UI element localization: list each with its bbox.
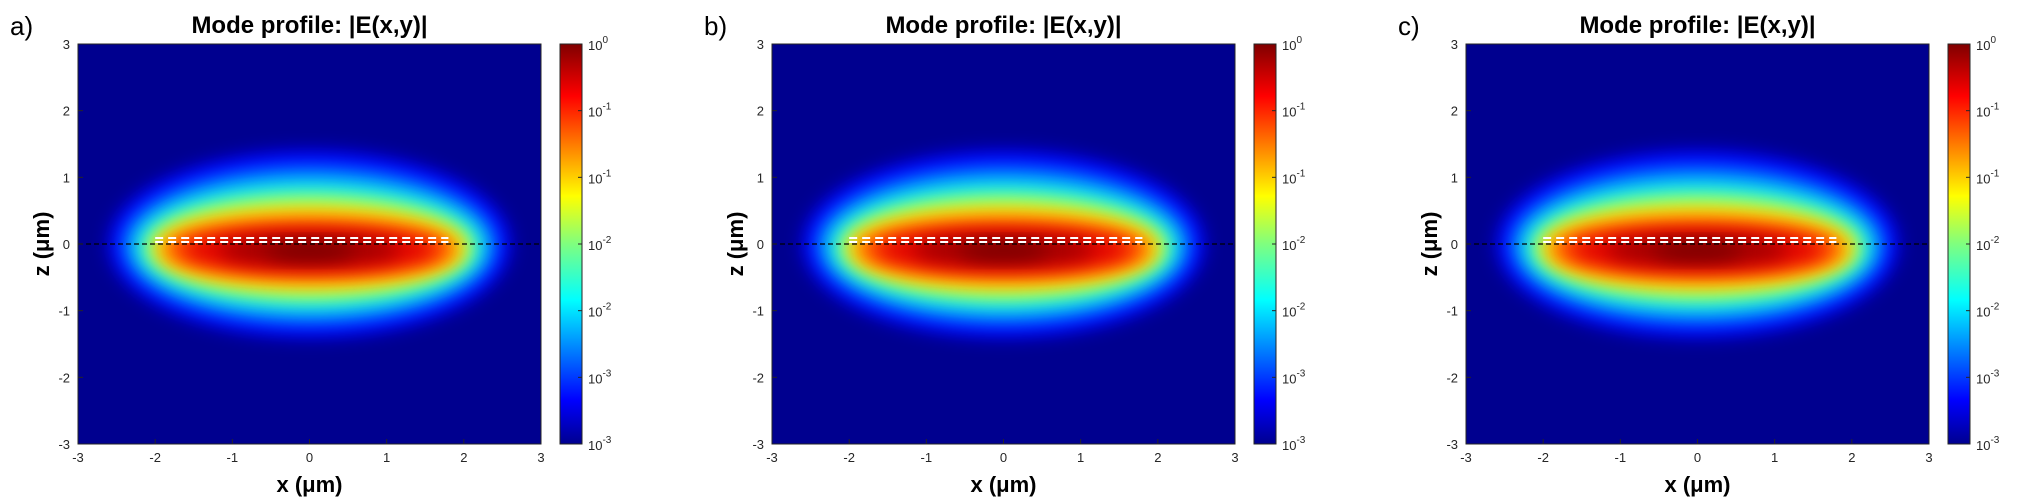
colorbar-tick-label: 10-3 (1282, 435, 1306, 453)
field-contour (1653, 242, 1742, 260)
chart-title: Mode profile: |E(x,y)| (1579, 12, 1815, 39)
x-tick-label: 3 (1231, 450, 1238, 465)
colorbar-tick-label: 10-1 (1976, 102, 2000, 120)
x-tick-label: -3 (72, 450, 84, 465)
y-tick-label: 3 (63, 37, 70, 52)
colorbar-tick-label: 10-2 (1282, 302, 1306, 320)
mode-field (108, 150, 511, 338)
x-tick-label: 0 (1000, 450, 1007, 465)
x-tick-label: 1 (1771, 450, 1778, 465)
colorbar-tick-label: 10-3 (1282, 368, 1306, 386)
x-tick-label: 1 (383, 450, 390, 465)
chart-title: Mode profile: |E(x,y)| (885, 12, 1121, 39)
x-tick-label: -1 (227, 450, 239, 465)
y-tick-label: -1 (58, 304, 70, 319)
y-tick-label: -2 (752, 370, 764, 385)
y-tick-label: -3 (1446, 437, 1458, 452)
colorbar-tick-label: 10-2 (1976, 302, 2000, 320)
x-tick-label: -3 (766, 450, 778, 465)
y-tick-label: 3 (757, 37, 764, 52)
colorbar-tick-label: 10-1 (588, 102, 612, 120)
x-tick-label: 3 (537, 450, 544, 465)
x-tick-label: 1 (1077, 450, 1084, 465)
colorbar-tick-label: 100 (1976, 35, 1996, 53)
x-tick-label: -1 (921, 450, 933, 465)
y-axis-label: z (μm) (1417, 212, 1442, 277)
x-axis-label: x (μm) (970, 472, 1036, 497)
colorbar-tick-label: 10-2 (1976, 235, 2000, 253)
x-axis-label: x (μm) (276, 472, 342, 497)
y-tick-label: 3 (1451, 37, 1458, 52)
panel-label: a) (10, 11, 33, 41)
mode-field (1496, 150, 1899, 338)
x-tick-label: -2 (843, 450, 855, 465)
x-tick-label: -2 (1537, 450, 1549, 465)
y-tick-label: 1 (63, 170, 70, 185)
colorbar-tick-label: 10-3 (588, 435, 612, 453)
y-tick-label: 2 (63, 104, 70, 119)
field-contour (265, 242, 354, 260)
chart-title: Mode profile: |E(x,y)| (191, 12, 427, 39)
mode-field (802, 150, 1205, 338)
y-tick-label: -2 (58, 370, 70, 385)
panel-label: b) (704, 11, 727, 41)
y-tick-label: 0 (1451, 237, 1458, 252)
colorbar-tick-label: 100 (1282, 35, 1302, 53)
colorbar-tick-label: 10-1 (588, 168, 612, 186)
x-tick-label: -1 (1615, 450, 1627, 465)
y-tick-label: 0 (757, 237, 764, 252)
y-tick-label: 0 (63, 237, 70, 252)
y-axis-label: z (μm) (723, 212, 748, 277)
colorbar-tick-label: 10-1 (1282, 168, 1306, 186)
colorbar-tick-label: 10-3 (588, 368, 612, 386)
x-tick-label: 2 (1154, 450, 1161, 465)
colorbar-tick-label: 10-2 (588, 235, 612, 253)
x-tick-label: 0 (1694, 450, 1701, 465)
x-tick-label: -3 (1460, 450, 1472, 465)
colorbar-tick-label: 10-1 (1282, 102, 1306, 120)
y-tick-label: -1 (752, 304, 764, 319)
x-tick-label: 3 (1925, 450, 1932, 465)
y-tick-label: 2 (1451, 104, 1458, 119)
colorbar-tick-label: 10-3 (1976, 435, 2000, 453)
panel-label: c) (1398, 11, 1420, 41)
field-contour (959, 242, 1048, 260)
colorbar-tick-label: 10-3 (1976, 368, 2000, 386)
y-tick-label: 2 (757, 104, 764, 119)
y-tick-label: 1 (1451, 170, 1458, 185)
x-axis-label: x (μm) (1664, 472, 1730, 497)
x-tick-label: 2 (1848, 450, 1855, 465)
colorbar-tick-label: 10-1 (1976, 168, 2000, 186)
y-tick-label: -2 (1446, 370, 1458, 385)
x-tick-label: 0 (306, 450, 313, 465)
y-tick-label: -1 (1446, 304, 1458, 319)
y-tick-label: -3 (58, 437, 70, 452)
y-axis-label: z (μm) (29, 212, 54, 277)
colorbar-tick-label: 100 (588, 35, 608, 53)
colorbar-tick-label: 10-2 (588, 302, 612, 320)
y-tick-label: 1 (757, 170, 764, 185)
colorbar-tick-label: 10-2 (1282, 235, 1306, 253)
y-tick-label: -3 (752, 437, 764, 452)
x-tick-label: 2 (460, 450, 467, 465)
x-tick-label: -2 (149, 450, 161, 465)
